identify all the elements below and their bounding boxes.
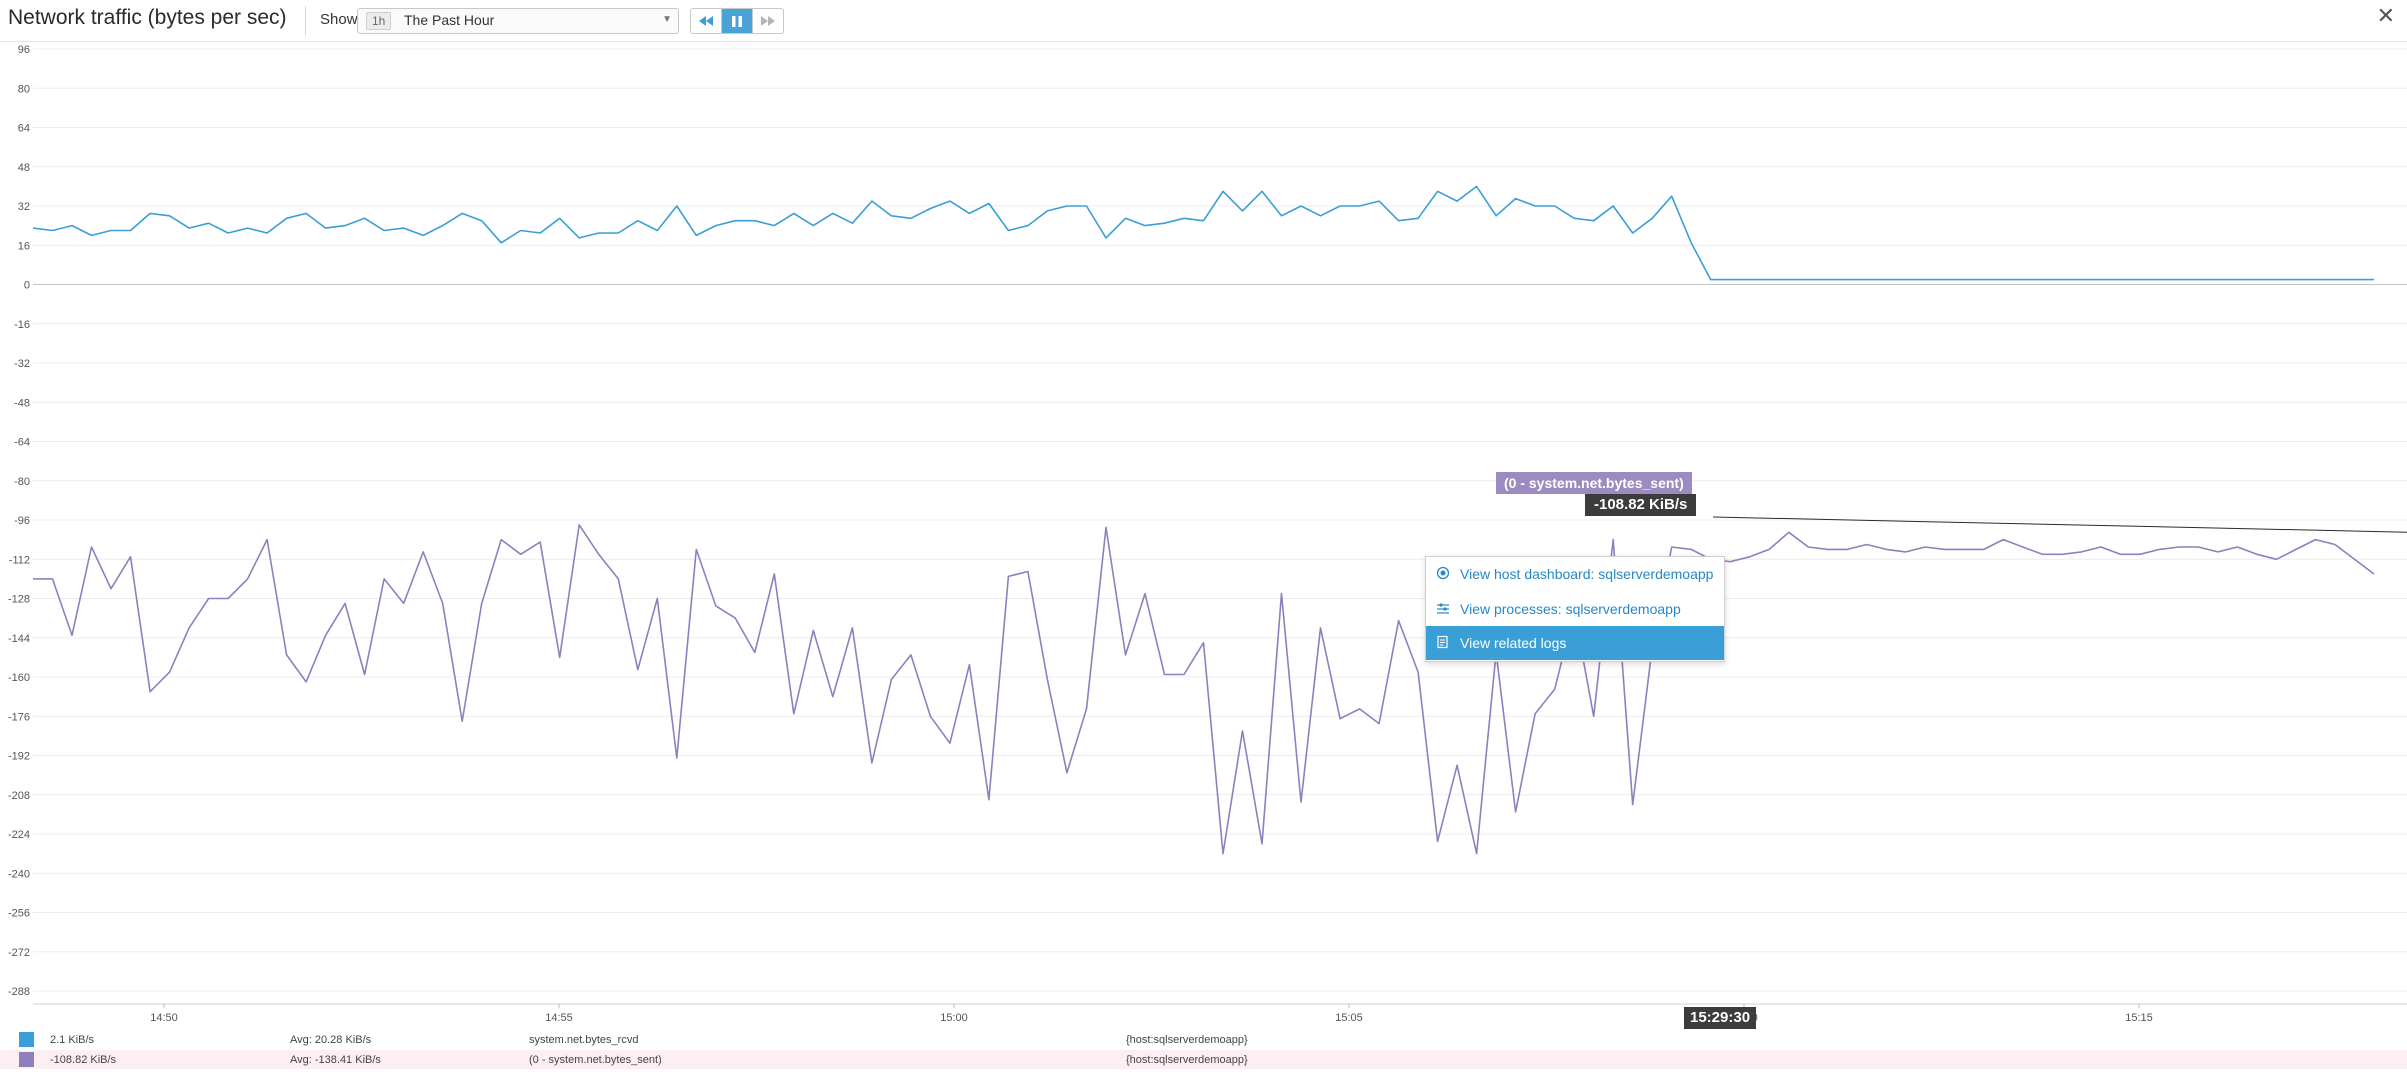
header-divider (305, 6, 306, 36)
series-line-bytes-sent (33, 524, 2375, 855)
tooltip-value: -108.82 KiB/s (1585, 494, 1697, 516)
grid-lines (33, 48, 2407, 992)
y-tick-label: -96 (14, 515, 30, 527)
y-tick-label: 16 (18, 240, 30, 252)
y-tick-label: -112 (9, 554, 30, 566)
y-tick-label: -224 (8, 829, 30, 841)
y-tick-label: -64 (14, 437, 30, 449)
caret-down-icon: ▼ (662, 14, 672, 25)
host-icon (1436, 566, 1450, 580)
x-axis-ticks: 14:5014:5515:0015:0515:1015:1515:2015:25… (33, 1003, 2407, 1024)
legend-metric: (0 - system.net.bytes_sent) (529, 1054, 662, 1066)
series-context-menu: View host dashboard: sqlserverdemoapp Vi… (1425, 556, 1725, 662)
hover-cursor (1712, 516, 2407, 533)
legend-average: Avg: -138.41 KiB/s (290, 1054, 381, 1066)
menu-item-label: View related logs (1460, 635, 1567, 651)
x-tick-label: 15:15 (2125, 1012, 2153, 1024)
cursor-time-label: 15:29:30 (1684, 1007, 1757, 1029)
y-tick-label: -240 (8, 868, 30, 880)
time-range-select[interactable]: 1h The Past Hour ▼ (357, 8, 679, 34)
playback-controls (690, 8, 784, 34)
y-tick-label: -272 (8, 947, 30, 959)
y-tick-label: 0 (24, 280, 30, 292)
time-range-badge: 1h (366, 12, 392, 30)
processes-icon (1437, 603, 1449, 614)
legend-current-value: 2.1 KiB/s (50, 1034, 95, 1046)
y-tick-label: 48 (18, 162, 30, 174)
series-legend: 2.1 KiB/s Avg: 20.28 KiB/s system.net.by… (0, 1030, 2407, 1070)
series-color-swatch (19, 1052, 34, 1067)
y-tick-label: -176 (8, 711, 30, 723)
legend-scope: {host:sqlserverdemoapp} (1126, 1034, 1248, 1046)
rewind-icon (699, 16, 713, 26)
legend-average: Avg: 20.28 KiB/s (290, 1034, 372, 1046)
show-label: Show (320, 11, 358, 28)
tooltip-series-label: (0 - system.net.bytes_sent) (1496, 472, 1692, 494)
timeseries-chart[interactable]: 96 80 64 48 32 16 0 -16 -32 -48 -64 -80 -96 -112 -128 -… (0, 41, 2407, 1030)
y-tick-label: -256 (8, 908, 30, 920)
y-tick-label: -48 (14, 397, 30, 409)
x-tick-label: 14:50 (150, 1012, 178, 1024)
rewind-button[interactable] (691, 9, 721, 33)
tooltip-leader-line (1712, 516, 2407, 533)
y-tick-label: -288 (8, 986, 30, 998)
logs-icon (1437, 635, 1448, 649)
legend-current-value: -108.82 KiB/s (50, 1054, 117, 1066)
y-tick-label: -16 (14, 319, 30, 331)
fast-forward-button[interactable] (752, 9, 783, 33)
menu-item-processes[interactable]: View processes: sqlserverdemoapp (1426, 592, 1724, 626)
y-tick-label: 96 (18, 44, 30, 56)
graph-title: Network traffic (bytes per sec) (8, 6, 287, 29)
menu-item-label: View host dashboard: sqlserverdemoapp (1460, 566, 1714, 582)
y-tick-label: 80 (18, 83, 30, 95)
legend-row-sent[interactable]: -108.82 KiB/s Avg: -138.41 KiB/s (0 - sy… (0, 1050, 2407, 1069)
pause-button[interactable] (721, 9, 752, 33)
x-tick-label: 15:00 (940, 1012, 968, 1024)
y-tick-label: -192 (8, 751, 30, 763)
pause-icon (732, 15, 742, 27)
legend-metric: system.net.bytes_rcvd (529, 1034, 639, 1046)
close-icon[interactable]: ✕ (2376, 3, 2395, 28)
y-tick-label: -32 (14, 358, 30, 370)
series-line-bytes-rcvd (32, 185, 2374, 281)
legend-scope: {host:sqlserverdemoapp} (1126, 1054, 1248, 1066)
legend-row-rcvd[interactable]: 2.1 KiB/s Avg: 20.28 KiB/s system.net.by… (0, 1030, 2407, 1049)
y-tick-label: 32 (18, 201, 30, 213)
y-axis-ticks: 96 80 64 48 32 16 0 -16 -32 -48 -64 -80 -96 -112 -128 -… (8, 44, 30, 998)
menu-item-host-dashboard[interactable]: View host dashboard: sqlserverdemoapp (1426, 557, 1724, 591)
series-lines (32, 185, 2375, 855)
y-tick-label: -160 (8, 672, 30, 684)
graph-header: Network traffic (bytes per sec) Show 1h … (0, 0, 2407, 42)
fast-forward-icon (761, 16, 775, 26)
y-tick-label: -208 (8, 790, 30, 802)
series-color-swatch (19, 1032, 34, 1047)
y-tick-label: -128 (8, 594, 30, 606)
y-tick-label: -80 (14, 476, 30, 488)
y-tick-label: -144 (8, 633, 30, 645)
menu-item-related-logs[interactable]: View related logs (1426, 626, 1724, 660)
x-tick-label: 14:55 (545, 1012, 573, 1024)
time-range-value: The Past Hour (404, 12, 495, 28)
x-tick-label: 15:05 (1335, 1012, 1363, 1024)
menu-item-label: View processes: sqlserverdemoapp (1460, 601, 1681, 617)
y-tick-label: 64 (18, 123, 30, 135)
